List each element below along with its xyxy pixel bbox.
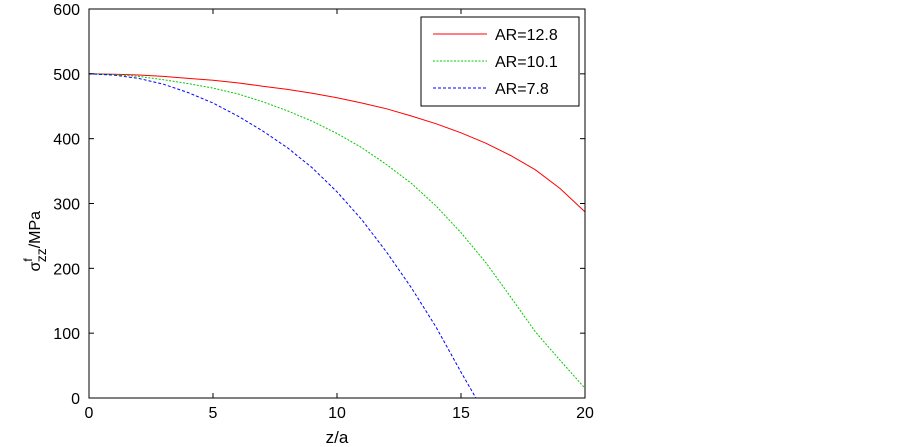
y-axis-label-unit: /MPa [27,211,44,248]
y-tick-label: 400 [53,132,80,149]
series-line-3 [88,73,477,399]
y-tick-label: 200 [53,261,80,278]
x-tick-label: 0 [85,405,94,422]
series-line-1 [88,73,586,213]
x-tick-label: 5 [209,405,218,422]
x-axis-label: z/a [326,428,349,447]
y-tick-label: 300 [53,197,80,214]
y-tick-label: 500 [53,67,80,84]
x-tick-label: 15 [452,405,470,422]
x-tick-label: 20 [576,405,594,422]
series-line-2 [88,73,586,389]
y-tick-label: 600 [53,2,80,19]
y-tick-label: 100 [53,326,80,343]
series-layer [88,73,586,399]
legend-label-1: AR=12.8 [495,27,558,44]
legend-label-2: AR=10.1 [495,54,558,71]
y-axis-label: σfzz/MPa [21,211,49,272]
y-axis-label-symbol: σ [27,262,44,272]
legend: AR=12.8 AR=10.1 AR=7.8 [420,16,580,107]
x-axis: 0 5 10 15 20 [85,9,594,422]
y-axis: 0 100 200 300 400 500 600 [53,2,585,408]
legend-label-3: AR=7.8 [495,81,549,98]
y-axis-label-subscript: zz [33,248,49,262]
x-tick-label: 10 [328,405,346,422]
y-axis-label-superscript: f [21,258,35,262]
y-tick-label: 0 [71,391,80,408]
